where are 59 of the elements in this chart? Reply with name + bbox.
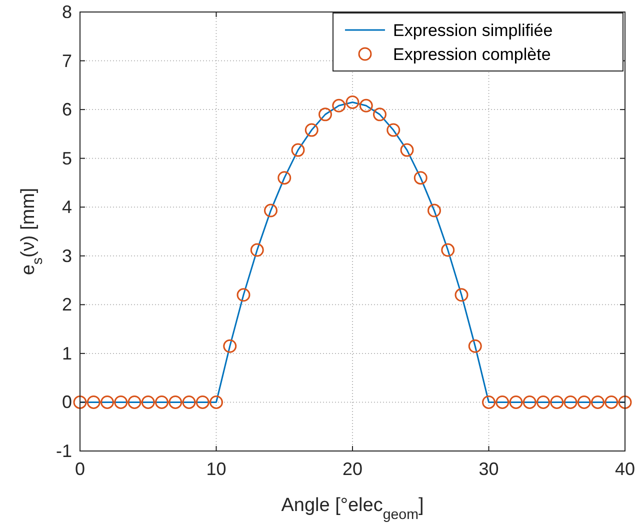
- legend-label: Expression complète: [393, 45, 551, 64]
- point: [496, 395, 510, 409]
- point: [332, 98, 346, 112]
- point: [346, 95, 360, 109]
- y-tick-label: 7: [62, 50, 72, 71]
- point: [454, 288, 468, 302]
- y-tick-label: 6: [62, 100, 72, 120]
- point: [128, 395, 142, 409]
- y-tick-label: -1: [56, 441, 72, 461]
- point: [386, 123, 400, 137]
- y-tick-label: 1: [62, 343, 72, 364]
- y-tick-label: 0: [62, 392, 72, 412]
- point: [168, 395, 182, 409]
- x-tick-label: 20: [342, 459, 363, 479]
- point: [509, 395, 523, 409]
- point: [468, 339, 482, 353]
- point: [482, 395, 496, 409]
- x-tick-label: 40: [614, 459, 635, 479]
- point: [236, 288, 250, 302]
- point: [304, 123, 318, 137]
- point: [210, 395, 223, 409]
- point: [414, 171, 428, 185]
- point: [564, 395, 578, 409]
- point: [155, 395, 168, 409]
- y-tick-label: 2: [62, 294, 72, 315]
- legend-label: Expression simplifiée: [393, 21, 553, 40]
- point: [577, 395, 591, 409]
- x-tick-label: 30: [478, 459, 499, 479]
- point: [100, 395, 114, 409]
- point: [591, 395, 604, 409]
- point: [86, 395, 100, 409]
- point: [250, 243, 264, 257]
- point: [291, 143, 305, 157]
- y-tick-label: 3: [62, 246, 72, 266]
- point: [278, 171, 292, 185]
- point: [264, 204, 278, 218]
- point: [114, 395, 128, 409]
- point: [373, 108, 386, 122]
- point: [536, 395, 550, 409]
- point: [618, 395, 632, 409]
- y-tick-label: 4: [62, 197, 72, 218]
- point: [428, 204, 441, 218]
- point: [359, 98, 373, 112]
- x-tick-label: 0: [74, 459, 86, 479]
- point: [182, 395, 196, 409]
- point: [73, 395, 87, 409]
- point: [441, 243, 455, 257]
- point: [318, 108, 332, 122]
- point: [196, 395, 210, 409]
- point: [522, 395, 536, 409]
- x-axis-title: Angle [°elec$_{geom}$]: [281, 495, 424, 523]
- point: [141, 395, 155, 409]
- x-tick-label: 10: [206, 459, 226, 479]
- y-tick-label: 8: [62, 2, 72, 22]
- y-tick-label: 5: [62, 148, 72, 168]
- point: [400, 143, 414, 157]
- point: [223, 339, 237, 353]
- point: [550, 395, 564, 409]
- point: [604, 395, 618, 409]
